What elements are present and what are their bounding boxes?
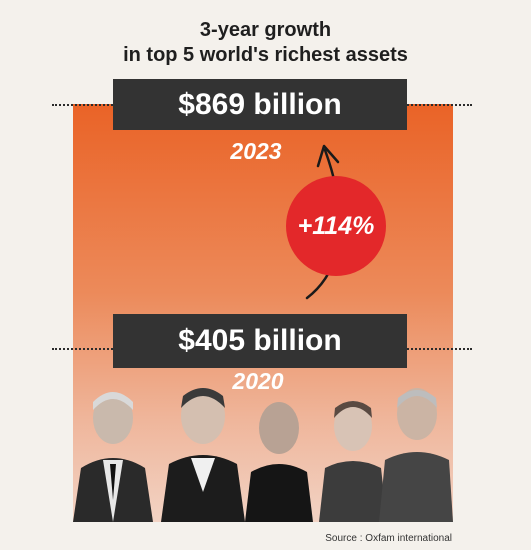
growth-percent-label: +114% xyxy=(297,211,375,240)
chart-title-line-1: 3-year growth xyxy=(199,19,332,41)
person-3-figure xyxy=(245,402,313,522)
value-box-2023: $869 billion xyxy=(113,79,407,130)
chart-title: 3-year growth in top 5 world's richest a… xyxy=(0,18,531,68)
person-2-figure xyxy=(161,388,245,522)
value-box-2020: $405 billion xyxy=(113,314,407,368)
value-label-2023: $869 billion xyxy=(178,88,342,121)
chart-title-line-2: in top 5 world's richest assets xyxy=(123,44,408,66)
year-label-2023: 2023 xyxy=(230,138,282,164)
source-note: Source : Oxfam international xyxy=(325,533,452,544)
gradient-panel xyxy=(73,104,453,522)
value-label-2020: $405 billion xyxy=(178,324,342,357)
people-photo-strip xyxy=(73,388,453,522)
year-label-2020: 2020 xyxy=(232,368,284,394)
person-5-figure xyxy=(379,388,453,522)
person-4-figure xyxy=(319,401,387,522)
person-1-figure xyxy=(73,392,153,522)
growth-percent-badge: +114% xyxy=(286,176,386,276)
